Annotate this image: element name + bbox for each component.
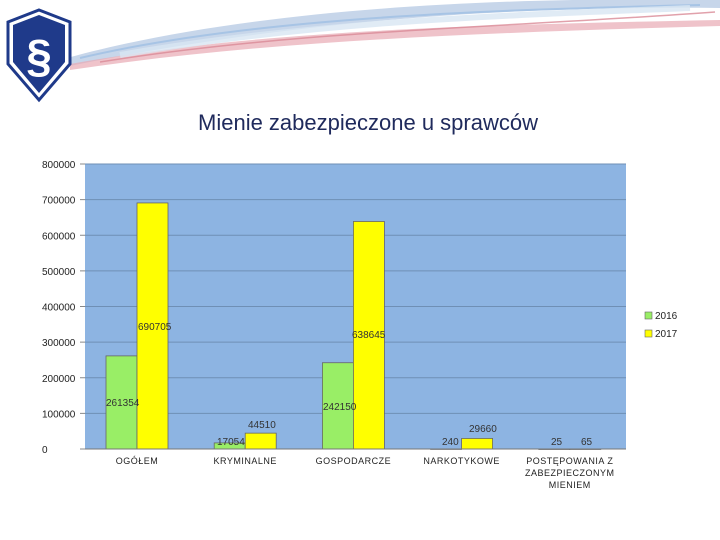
data-labels: 261354 17054 242150 240 25 690705 44510 638645 2…: [106, 322, 593, 448]
y-axis-ticks: 0 100000 200000 300000 400000 500000 600000 700…: [42, 160, 626, 456]
legend-label-2016: 2016: [655, 311, 678, 322]
legend-label-2017: 2017: [655, 329, 678, 340]
y-tick-label: 400000: [42, 303, 76, 314]
y-tick-label: 800000: [42, 160, 76, 171]
law-section-logo: §: [6, 8, 72, 103]
y-tick-label: 100000: [42, 409, 76, 420]
category-label: KRYMINALNE: [214, 456, 277, 466]
data-label-2017: 65: [581, 437, 593, 448]
legend-swatch-2017: [644, 329, 653, 338]
category-label: NARKOTYKOWE: [423, 456, 500, 466]
y-tick-label: 500000: [42, 267, 76, 278]
category-label: GOSPODARCZE: [316, 456, 392, 466]
data-label-2017: 44510: [248, 420, 276, 431]
bar-2017-2: [352, 221, 385, 450]
data-label-2017: 638645: [352, 330, 386, 341]
category-label: MIENIEM: [549, 480, 591, 490]
data-label-2017: 690705: [138, 322, 172, 333]
bars: [105, 202, 602, 450]
section-sign-icon: §: [26, 30, 52, 82]
category-label: ZABEZPIECZONYM: [525, 468, 615, 478]
y-tick-label: 0: [42, 445, 48, 456]
legend: 2016 2017: [644, 311, 678, 340]
data-label-2016: 17054: [217, 437, 245, 448]
data-label-2016: 261354: [106, 398, 140, 409]
bar-2017-1: [244, 432, 277, 450]
y-tick-label: 200000: [42, 374, 76, 385]
chart-title: Mienie zabezpieczone u sprawców: [198, 110, 538, 135]
legend-swatch-2016: [644, 311, 653, 320]
data-label-2016: 242150: [323, 402, 357, 413]
data-label-2016: 25: [551, 437, 563, 448]
data-label-2017: 29660: [469, 424, 497, 435]
data-label-2016: 240: [442, 437, 459, 448]
header-swoosh-decoration: [60, 0, 720, 70]
bar-2017-3: [461, 438, 494, 450]
y-tick-label: 300000: [42, 338, 76, 349]
category-label: OGÓŁEM: [116, 456, 159, 466]
category-label: POSTĘPOWANIA Z: [526, 456, 613, 466]
x-axis-categories: OGÓŁEM KRYMINALNE GOSPODARCZE NARKOTYKOWE PO…: [116, 456, 615, 490]
y-tick-label: 600000: [42, 231, 76, 242]
y-tick-label: 700000: [42, 196, 76, 207]
